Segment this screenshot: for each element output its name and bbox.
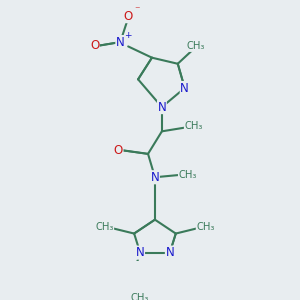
Text: O: O [90,39,99,52]
Text: CH₃: CH₃ [178,169,197,180]
Text: N: N [136,246,145,259]
Text: CH₃: CH₃ [186,41,205,51]
Text: N: N [151,171,159,184]
Text: ⁻: ⁻ [134,5,140,15]
Text: N: N [180,82,189,94]
Text: CH₃: CH₃ [95,222,114,232]
Text: N: N [116,36,125,49]
Text: +: + [124,31,132,40]
Text: O: O [114,144,123,157]
Text: CH₃: CH₃ [196,222,215,232]
Text: N: N [165,246,174,259]
Text: N: N [158,100,166,114]
Text: O: O [124,10,133,22]
Text: CH₃: CH₃ [184,121,203,131]
Text: CH₃: CH₃ [131,293,149,300]
